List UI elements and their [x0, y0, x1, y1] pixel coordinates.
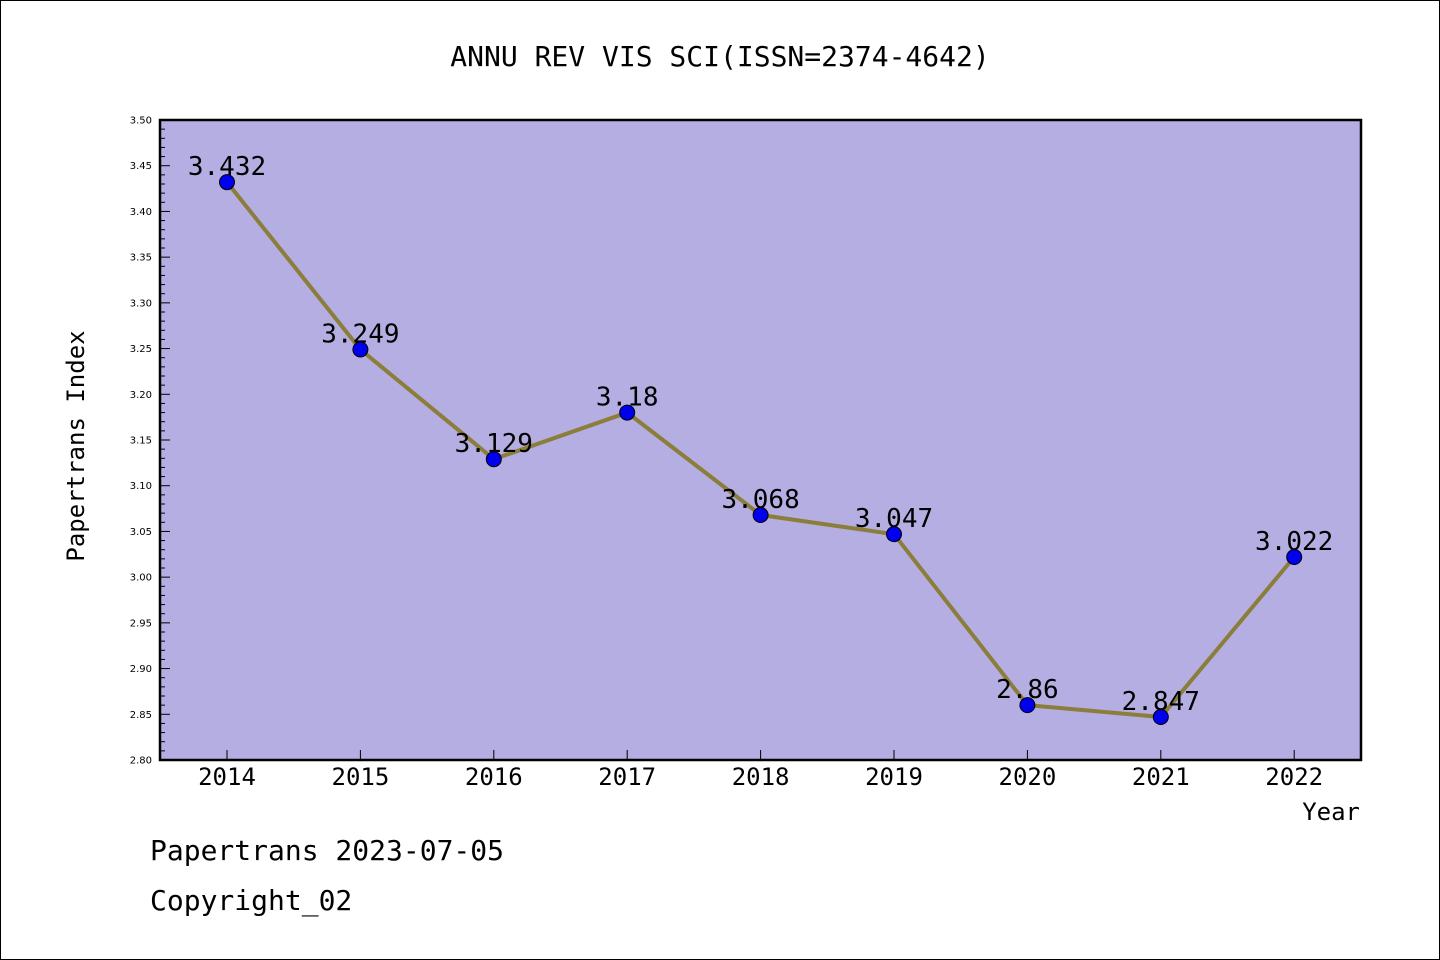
- data-label: 3.18: [596, 383, 659, 413]
- y-tick-label: 3.20: [130, 390, 152, 401]
- y-tick-label: 3.05: [130, 527, 152, 538]
- y-tick-label: 2.85: [130, 710, 152, 721]
- x-axis: 2014 2015 2016 2017 2018 2019 2020 2021 2022: [198, 750, 1323, 791]
- footer-copyright: Copyright_02: [150, 884, 353, 917]
- y-tick-label: 3.45: [130, 161, 152, 172]
- y-axis: 2.80 2.85 2.90 2.95 3.00 3.05 3.10 3.15 3.20 3.25…: [130, 116, 170, 767]
- y-tick-label: 2.95: [130, 618, 152, 629]
- y-tick-label: 3.00: [130, 573, 152, 584]
- x-tick-label: 2018: [732, 763, 790, 791]
- data-point: [219, 174, 235, 191]
- x-tick-label: 2020: [999, 763, 1057, 791]
- data-point: [1152, 709, 1169, 726]
- data-point: [619, 404, 636, 421]
- y-tick-label: 2.90: [130, 664, 152, 675]
- data-point: [886, 526, 902, 543]
- series-layer: 3.432 3.249 3.129 3.18 3.068 3.047 2.86 2.847 3.…: [188, 152, 1333, 726]
- y-tick-label: 3.30: [130, 298, 152, 309]
- plot-area: [158, 118, 1363, 762]
- data-label: 2.86: [996, 675, 1059, 705]
- x-tick-label: 2014: [198, 763, 256, 791]
- data-point: [1019, 697, 1036, 714]
- chart-title: ANNU REV VIS SCI(ISSN=2374-4642): [450, 40, 989, 73]
- y-tick-label: 3.10: [130, 481, 152, 492]
- y-tick-label: 3.50: [130, 116, 152, 127]
- x-tick-label: 2016: [465, 763, 523, 791]
- x-tick-label: 2017: [598, 763, 656, 791]
- data-label: 3.432: [188, 152, 266, 182]
- data-point: [485, 451, 502, 468]
- data-point: [752, 506, 769, 523]
- x-tick-label: 2022: [1265, 763, 1323, 791]
- footer-date: Papertrans 2023-07-05: [150, 834, 505, 867]
- data-label: 3.022: [1255, 527, 1333, 557]
- y-tick-label: 3.25: [130, 344, 152, 355]
- data-label: 3.068: [721, 485, 799, 515]
- data-point: [1286, 549, 1303, 566]
- x-axis-label: Year: [1302, 798, 1360, 826]
- y-tick-label: 3.35: [130, 253, 152, 264]
- x-tick-label: 2015: [332, 763, 390, 791]
- y-tick-label: 2.80: [130, 756, 152, 767]
- data-point: [352, 341, 369, 358]
- x-tick-label: 2021: [1132, 763, 1190, 791]
- data-label: 2.847: [1122, 687, 1200, 717]
- y-axis-label: Papertrans Index: [62, 330, 90, 561]
- x-tick-label: 2019: [865, 763, 923, 791]
- data-label: 3.047: [855, 504, 933, 534]
- y-tick-label: 3.40: [130, 207, 152, 218]
- data-label: 3.129: [455, 429, 533, 459]
- y-tick-label: 3.15: [130, 436, 152, 447]
- data-label: 3.249: [321, 319, 399, 349]
